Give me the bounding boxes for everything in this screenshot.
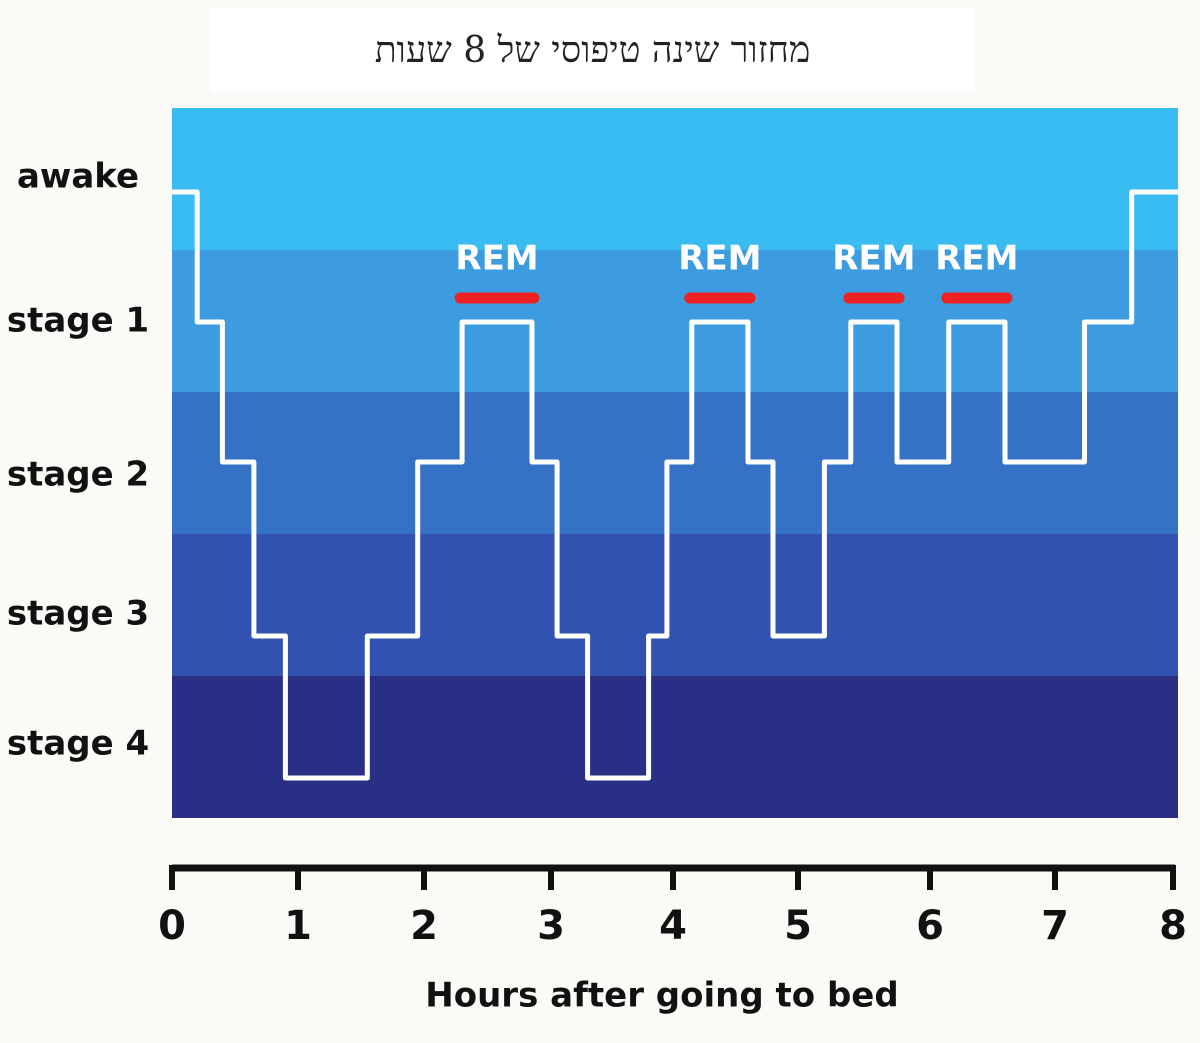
stage-band-stage-4	[172, 676, 1178, 818]
x-tick-label-7: 7	[1041, 903, 1069, 949]
stage-band-stage-1	[172, 250, 1178, 392]
rem-label-1: REM	[455, 239, 538, 279]
x-tick-label-0: 0	[158, 903, 186, 949]
stage-label-stage-2: stage 2	[7, 455, 149, 495]
chart-title: מחזור שינה טיפוסי של 8 שעות	[374, 30, 811, 71]
stage-label-awake: awake	[17, 157, 139, 197]
x-tick-label-6: 6	[916, 903, 944, 949]
rem-label-3: REM	[832, 239, 915, 279]
rem-label-4: REM	[935, 239, 1018, 279]
stage-label-stage-3: stage 3	[7, 594, 149, 634]
x-tick-label-3: 3	[537, 903, 565, 949]
x-tick-label-8: 8	[1159, 903, 1187, 949]
x-tick-label-2: 2	[410, 903, 438, 949]
x-axis-title: Hours after going to bed	[425, 976, 898, 1016]
chart-title-box: מחזור שינה טיפוסי של 8 שעות	[210, 8, 975, 92]
x-tick-label-4: 4	[659, 903, 687, 949]
rem-label-2: REM	[678, 239, 761, 279]
stage-label-stage-4: stage 4	[7, 724, 149, 764]
stage-band-awake	[172, 108, 1178, 250]
stage-band-stage-3	[172, 534, 1178, 676]
stage-label-stage-1: stage 1	[7, 301, 149, 341]
x-tick-label-5: 5	[784, 903, 812, 949]
x-tick-label-1: 1	[284, 903, 312, 949]
sleep-stage-line	[169, 189, 1178, 781]
